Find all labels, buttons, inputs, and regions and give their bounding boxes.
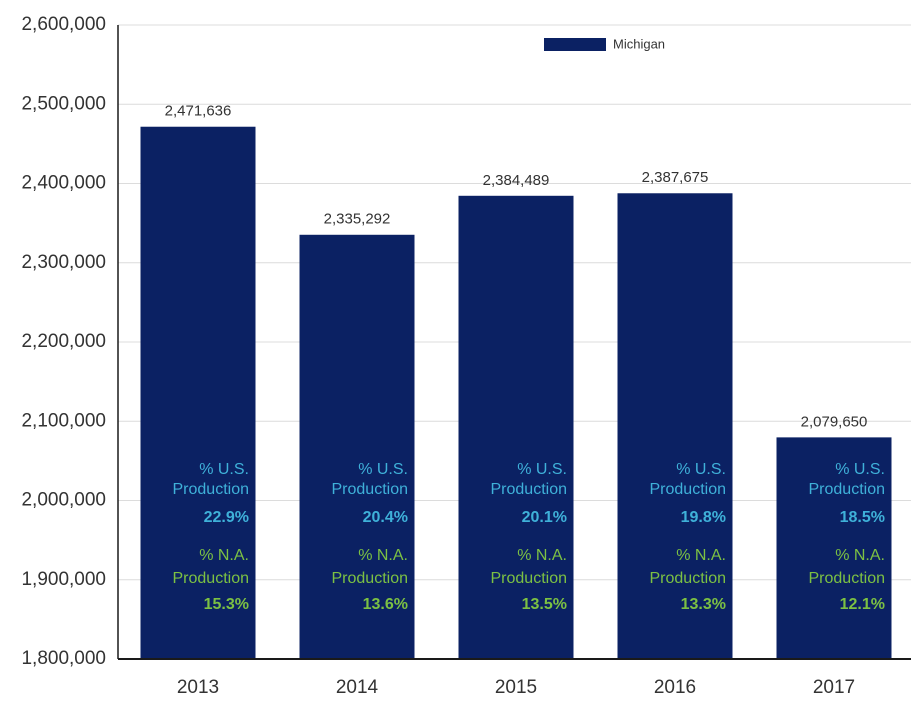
legend-label: Michigan [613,36,665,51]
annotation-label: Production [809,570,886,587]
y-tick-label: 2,600,000 [21,14,106,35]
annotation-label: % U.S. [676,461,726,478]
annotation-label: Production [650,570,727,587]
y-tick-label: 1,800,000 [21,648,106,669]
bar [299,234,415,659]
annotation-label: Production [173,570,250,587]
y-tick-label: 2,300,000 [21,252,106,273]
data-label: 2,079,650 [801,413,868,430]
legend-swatch [544,38,606,51]
annotation-value: 20.1% [522,509,567,526]
annotation-label: % N.A. [676,547,726,564]
x-tick-label: 2014 [336,677,379,698]
annotation-label: % U.S. [517,461,567,478]
annotation-value: 18.5% [840,509,885,526]
annotation-value: 19.8% [681,509,726,526]
data-label: 2,384,489 [483,172,550,189]
annotation-value: 13.5% [522,596,567,613]
annotation-value: 15.3% [204,596,249,613]
y-tick-label: 2,200,000 [21,331,106,352]
y-tick-label: 1,900,000 [21,569,106,590]
data-label: 2,471,636 [165,103,232,120]
annotation-label: % U.S. [358,461,408,478]
annotation-label: Production [491,570,568,587]
annotation-value: 12.1% [840,596,885,613]
annotation-label: Production [491,481,568,498]
annotation-label: % N.A. [358,547,408,564]
annotation-value: 13.6% [363,596,408,613]
annotation-label: % U.S. [199,461,249,478]
bar [140,126,256,660]
x-tick-label: 2015 [495,677,537,698]
annotation-label: Production [809,481,886,498]
x-tick-label: 2016 [654,677,696,698]
annotation-value: 13.3% [681,596,726,613]
annotation-label: Production [173,481,250,498]
annotation-value: 20.4% [363,509,408,526]
annotation-label: % N.A. [517,547,567,564]
bar [617,193,733,659]
y-tick-label: 2,000,000 [21,490,106,511]
x-tick-label: 2017 [813,677,855,698]
y-tick-label: 2,400,000 [21,173,106,194]
annotation-label: % N.A. [199,547,249,564]
annotation-label: % N.A. [835,547,885,564]
x-tick-label: 2013 [177,677,219,698]
data-label: 2,335,292 [324,211,391,228]
annotation-label: Production [332,481,409,498]
annotation-label: Production [332,570,409,587]
annotation-label: Production [650,481,727,498]
data-label: 2,387,675 [642,169,709,186]
annotation-label: % U.S. [835,461,885,478]
annotation-value: 22.9% [204,509,249,526]
y-tick-label: 2,100,000 [21,410,106,431]
bar [776,437,892,659]
y-tick-label: 2,500,000 [21,93,106,114]
bar [458,195,574,659]
